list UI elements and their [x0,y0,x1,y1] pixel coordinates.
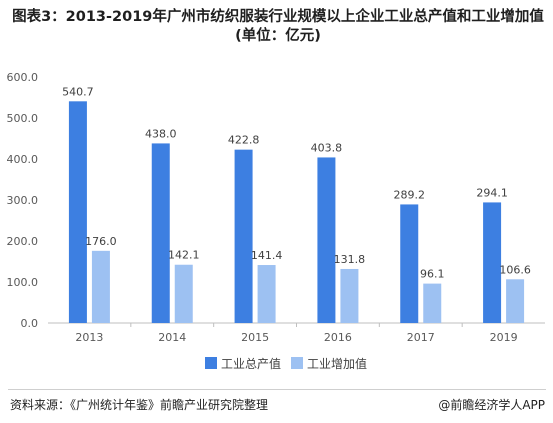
bar-series-2 [506,279,525,323]
legend-swatch [205,357,217,369]
y-tick-label: 500.0 [7,112,39,125]
legend-swatch [291,357,303,369]
y-tick-label: 0.0 [21,317,39,330]
y-tick-label: 600.0 [7,71,39,84]
bar-series-1 [400,204,419,323]
data-label: 96.1 [420,268,445,281]
bar-series-1 [68,101,87,323]
bar-series-2 [174,264,193,323]
footer-divider [8,389,546,390]
y-tick-label: 300.0 [7,194,39,207]
y-tick-label: 200.0 [7,235,39,248]
data-labels: 540.7 176.0 438.0 142.1 422.8 141.4 403.8 131.8… [62,85,531,280]
legend-label: 工业增加值 [307,356,367,371]
x-tick-label: 2015 [241,331,269,344]
bars [68,101,525,323]
source-note: 资料来源：《广州统计年鉴》前瞻产业研究院整理 [10,398,269,412]
bar-series-1 [234,149,253,323]
x-tick-label: 2014 [158,331,186,344]
data-label: 403.8 [311,141,343,154]
chart-title: 图表3：2013-2019年广州市纺织服装行业规模以上企业工业总产值和工业增加值… [12,9,544,44]
brand-credit: @前瞻经济学人APP [438,398,545,412]
data-label: 141.4 [251,249,283,262]
x-tick-label: 2016 [324,331,352,344]
data-label: 438.0 [145,127,177,140]
bar-series-2 [340,268,359,323]
bar-series-2 [423,283,442,323]
bar-series-2 [91,250,110,323]
y-tick-label: 400.0 [7,153,39,166]
bar-series-1 [151,143,170,323]
data-label: 142.1 [168,249,200,262]
legend-label: 工业总产值 [221,356,281,371]
bar-series-1 [483,202,502,323]
x-tick-label: 2013 [75,331,103,344]
data-label: 106.6 [499,263,531,276]
x-tick-label: 2019 [490,331,518,344]
legend: 工业总产值 工业增加值 [205,356,367,371]
data-label: 131.8 [334,253,366,266]
bar-series-2 [257,265,276,323]
data-label: 422.8 [228,134,260,147]
data-label: 176.0 [85,235,117,248]
data-label: 294.1 [476,186,508,199]
y-tick-label: 100.0 [7,276,39,289]
axes: 0.0 100.0 200.0 300.0 400.0 500.0 600.0 2013 201… [7,71,545,344]
data-label: 289.2 [394,188,426,201]
data-label: 540.7 [62,85,94,98]
x-tick-label: 2017 [407,331,435,344]
bar-series-1 [317,157,336,323]
